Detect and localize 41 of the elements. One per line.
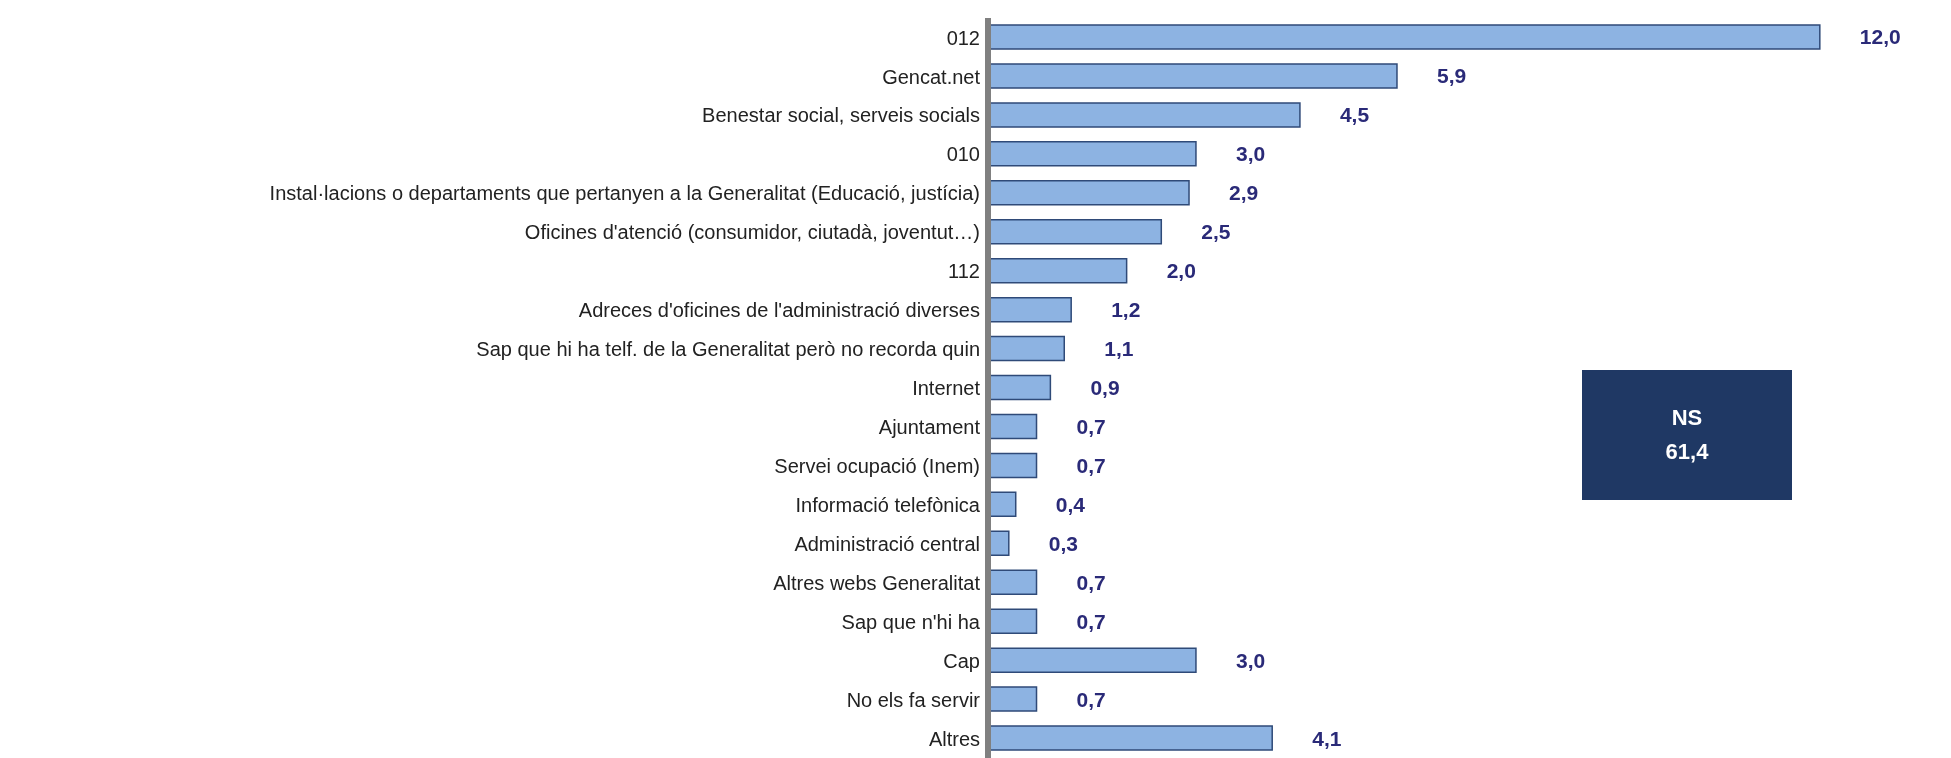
- data-label: 5,9: [1436, 64, 1467, 88]
- y-tick-label: Internet: [912, 377, 981, 400]
- y-tick-label: Gencat.net: [882, 65, 981, 88]
- data-label: 0,9: [1090, 375, 1120, 399]
- y-tick-label: Oficines d'atenció (consumidor, ciutadà, joventut…): [524, 221, 980, 244]
- data-label: 0,7: [1076, 453, 1106, 477]
- y-tick-label: Benestar social, serveis socials: [702, 104, 980, 127]
- data-label: 0,3: [1048, 531, 1078, 555]
- y-tick-label: Adreces d'oficines de l'administració diverses: [578, 299, 980, 322]
- data-label: 0,7: [1076, 414, 1106, 438]
- data-label: 0,7: [1076, 687, 1106, 711]
- data-label: 0,7: [1076, 570, 1106, 594]
- y-tick-label: Cap: [943, 649, 980, 672]
- data-label: 4,5: [1339, 103, 1370, 127]
- data-label: 12,0: [1859, 25, 1901, 49]
- data-label: 0,7: [1076, 609, 1106, 633]
- data-label: 1,2: [1111, 298, 1141, 322]
- y-tick-label: Sap que hi ha telf. de la Generalitat però no recorda quin: [476, 338, 980, 361]
- annotation: NS: [1671, 404, 1703, 432]
- y-tick-label: Altres webs Generalitat: [773, 571, 981, 594]
- data-label: 2,5: [1201, 220, 1231, 244]
- data-label: 3,0: [1235, 648, 1266, 672]
- annotation: 61,4: [1665, 438, 1709, 466]
- data-label: 4,1: [1312, 726, 1342, 750]
- y-tick-label: Informació telefònica: [795, 493, 981, 516]
- y-tick-label: No els fa servir: [846, 688, 981, 711]
- y-tick-label: Instal·lacions o departaments que pertanyen a la Generalitat (Educació, justícia): [269, 182, 980, 205]
- data-label: 3,0: [1235, 142, 1266, 166]
- data-label: 2,9: [1229, 181, 1259, 205]
- y-tick-label: 010: [946, 143, 980, 166]
- note-box: NS 61,4: [1582, 370, 1792, 500]
- y-tick-label: Servei ocupació (Inem): [774, 454, 980, 477]
- y-tick-label: Altres: [928, 727, 980, 750]
- y-tick-label: Sap que n'hi ha: [841, 610, 981, 633]
- data-label: 2,0: [1166, 259, 1196, 283]
- y-tick-label: Ajuntament: [878, 416, 981, 439]
- y-tick-label: 012: [946, 26, 980, 49]
- data-label: 1,1: [1104, 337, 1134, 361]
- y-tick-label: 112: [948, 260, 980, 283]
- y-tick-label: Administració central: [794, 532, 980, 555]
- data-label: 0,4: [1055, 492, 1086, 516]
